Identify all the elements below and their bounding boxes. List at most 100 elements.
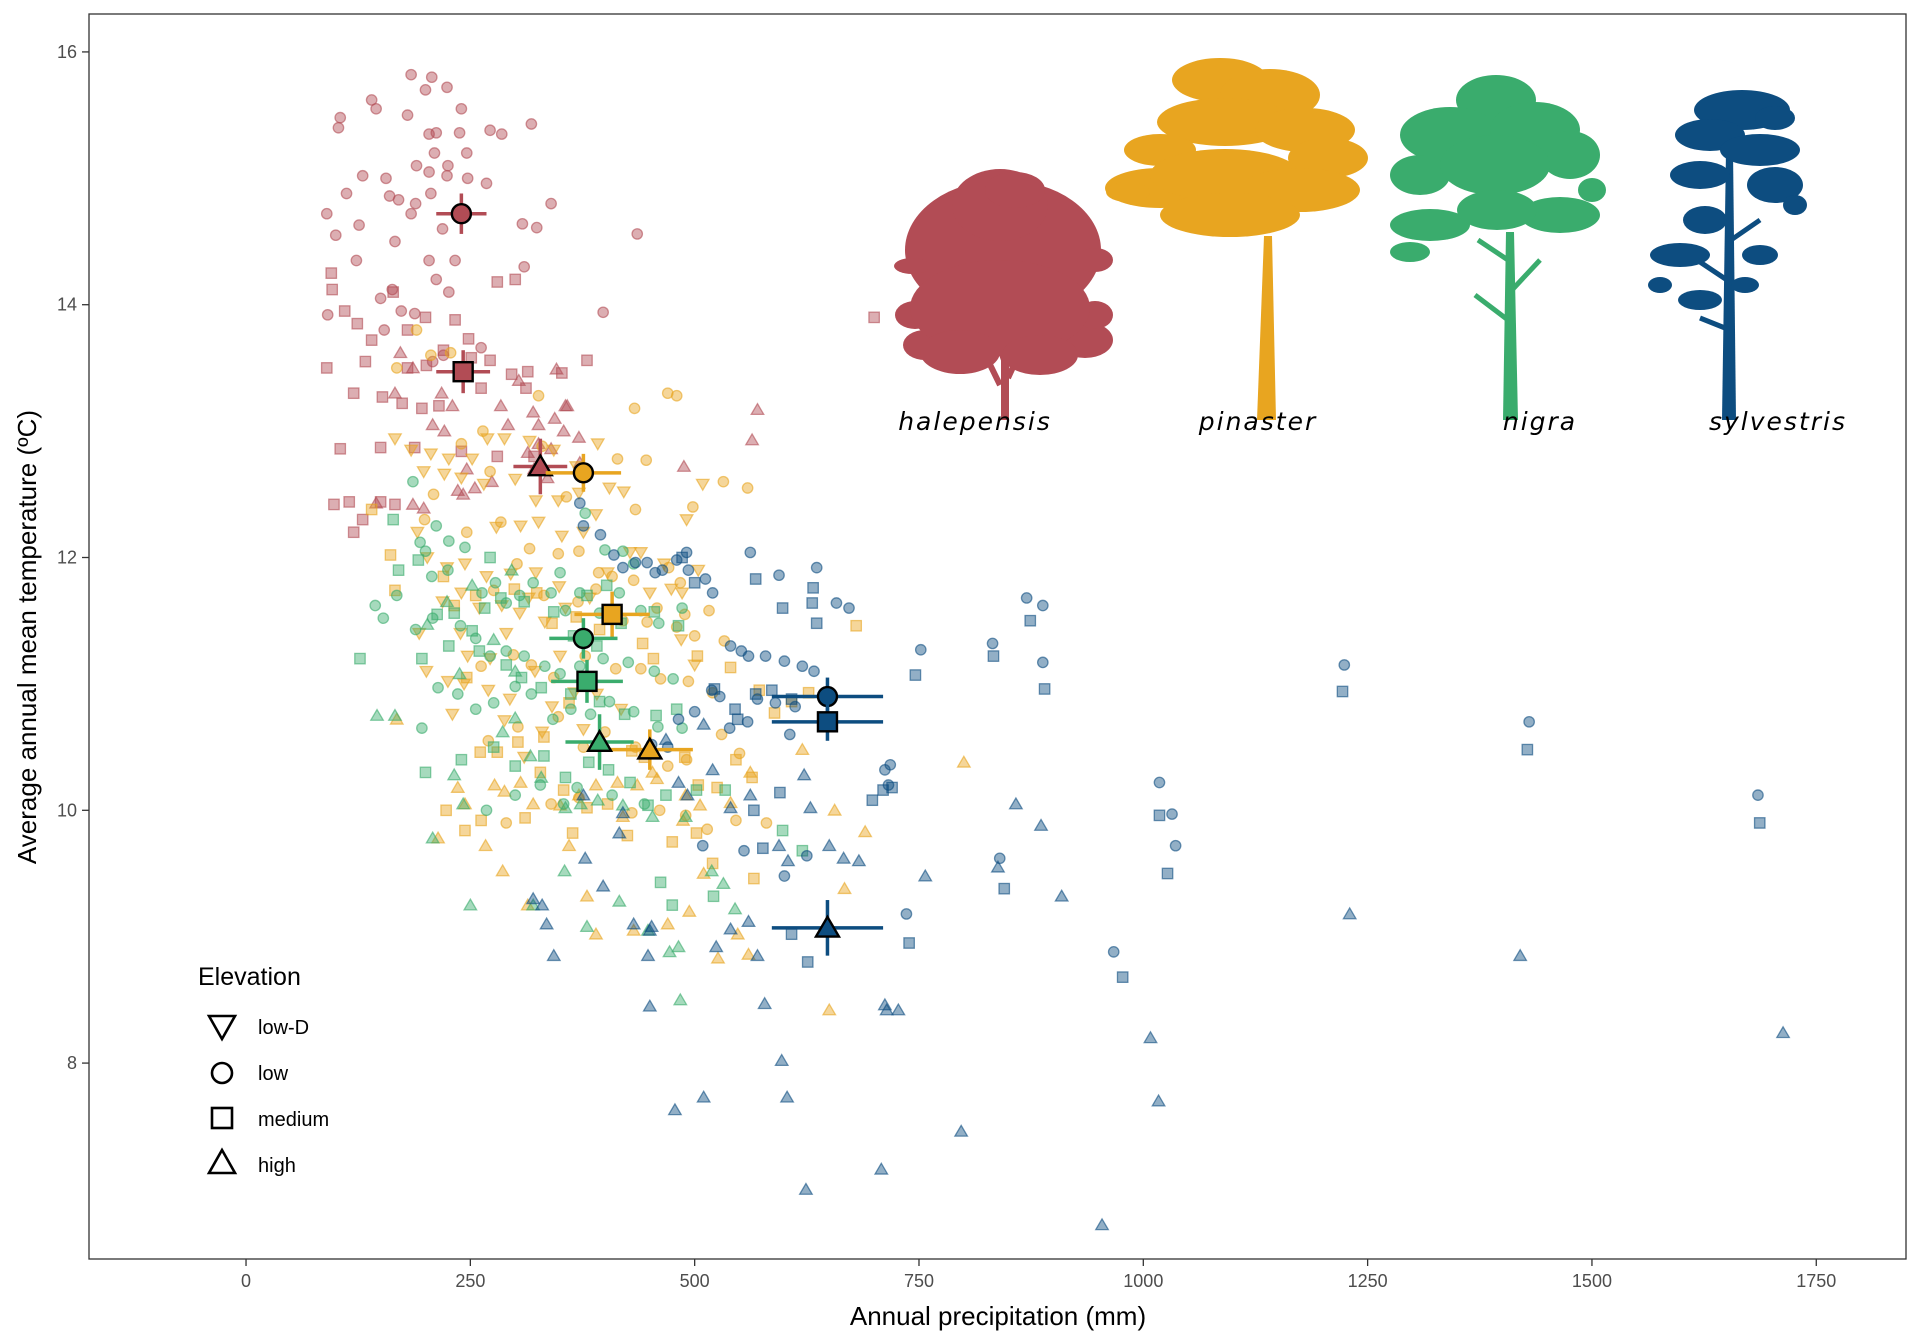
data-point-nigra-low	[571, 781, 583, 794]
data-point-halepensis-low	[320, 207, 333, 220]
data-point-halepensis-high	[543, 441, 559, 455]
data-point-nigra-high	[533, 770, 549, 783]
data-point-halepensis-medium	[343, 496, 356, 508]
data-point-sylvestris-low	[1338, 659, 1351, 671]
data-point-halepensis-high	[368, 495, 384, 509]
data-point-halepensis-low	[408, 307, 421, 320]
data-point-nigra-high	[557, 863, 572, 877]
data-point-pinaster-high	[660, 916, 676, 930]
data-point-pinaster-high	[495, 863, 511, 877]
data-point-pinaster-low	[654, 672, 667, 685]
data-point-nigra-low	[416, 722, 428, 734]
data-point-nigra-medium	[642, 799, 654, 812]
x-tick-label: 1750	[1796, 1271, 1836, 1291]
data-point-halepensis-low	[410, 159, 423, 172]
data-point-pinaster-low	[641, 616, 653, 628]
data-point-nigra-low	[538, 660, 551, 673]
data-point-pinaster-lowD	[444, 708, 460, 722]
data-point-nigra-high	[590, 792, 606, 806]
data-point-nigra-medium	[495, 592, 507, 604]
data-point-pinaster-lowD	[512, 607, 528, 621]
data-point-pinaster-lowD	[673, 634, 689, 647]
data-point-sylvestris-high	[990, 859, 1006, 873]
data-point-sylvestris-high	[798, 1182, 814, 1195]
data-point-pinaster-high	[513, 775, 529, 788]
data-point-pinaster-low	[717, 475, 730, 488]
data-point-halepensis-low	[516, 217, 529, 230]
data-point-pinaster-medium	[690, 827, 703, 839]
data-point-nigra-medium	[776, 824, 789, 837]
data-point-sylvestris-medium	[731, 713, 744, 726]
data-point-halepensis-low	[631, 228, 644, 240]
data-point-pinaster-high	[525, 796, 541, 810]
data-point-pinaster-medium	[691, 650, 704, 662]
data-point-nigra-medium	[535, 681, 548, 694]
data-point-nigra-high	[504, 562, 520, 576]
data-point-pinaster-medium	[748, 872, 760, 885]
data-point-sylvestris-medium	[749, 688, 762, 700]
data-point-halepensis-medium	[387, 286, 400, 298]
data-point-pinaster-low	[552, 547, 565, 560]
data-point-halepensis-medium	[433, 399, 445, 412]
data-point-halepensis-low	[480, 177, 493, 190]
data-point-halepensis-medium	[475, 382, 487, 394]
data-point-pinaster-medium	[440, 804, 452, 817]
data-point-sylvestris-medium	[886, 781, 898, 794]
data-point-halepensis-low	[374, 292, 387, 305]
data-point-halepensis-low	[430, 126, 443, 139]
data-point-pinaster-low	[703, 604, 715, 617]
data-point-nigra-medium	[707, 890, 720, 903]
data-point-nigra-high	[611, 894, 627, 907]
data-point-pinaster-high	[645, 765, 660, 778]
data-point-pinaster-low	[592, 566, 605, 579]
data-point-sylvestris-high	[757, 996, 773, 1010]
data-point-sylvestris-medium	[676, 551, 688, 564]
data-point-nigra-low	[476, 587, 488, 599]
data-point-sylvestris-low	[884, 758, 897, 771]
data-point-nigra-low	[509, 680, 522, 693]
data-point-pinaster-low	[682, 675, 695, 688]
data-point-nigra-low	[648, 665, 661, 678]
data-point-sylvestris-high	[626, 916, 642, 930]
data-point-nigra-low	[627, 705, 640, 718]
raw-points-layer	[320, 68, 1791, 1231]
data-point-halepensis-low	[449, 254, 461, 267]
data-point-pinaster-lowD	[695, 478, 711, 492]
data-point-halepensis-high	[387, 385, 403, 399]
y-axis-title: Average annual mean temperature (ºC)	[12, 410, 42, 864]
data-point-nigra-low	[432, 681, 444, 694]
data-point-pinaster-medium	[460, 671, 473, 684]
data-point-nigra-low	[652, 721, 664, 733]
data-point-halepensis-medium	[491, 276, 504, 288]
data-point-halepensis-high	[392, 345, 408, 359]
data-point-pinaster-low	[741, 482, 754, 494]
data-point-sylvestris-high	[879, 1002, 895, 1016]
data-point-halepensis-high	[571, 430, 587, 443]
data-point-sylvestris-low	[656, 564, 669, 576]
data-point-sylvestris-medium	[1336, 685, 1349, 698]
data-point-pinaster-low	[477, 425, 489, 437]
data-point-pinaster-lowD	[575, 723, 591, 737]
data-point-sylvestris-high	[546, 948, 562, 962]
data-point-halepensis-high	[450, 483, 466, 496]
data-point-sylvestris-high	[1054, 888, 1070, 902]
data-point-sylvestris-high	[534, 897, 550, 911]
data-point-nigra-high	[486, 632, 502, 646]
data-point-pinaster-lowD	[690, 564, 706, 578]
data-point-nigra-low	[369, 599, 382, 612]
data-point-halepensis-high	[405, 497, 421, 510]
data-point-pinaster-lowD	[482, 653, 498, 666]
data-point-halepensis-low	[428, 147, 441, 159]
data-point-pinaster-high	[487, 777, 502, 791]
nigra-tree-icon	[1390, 75, 1606, 420]
mean-marker-halepensis-high	[526, 453, 554, 477]
data-point-sylvestris-low	[577, 520, 590, 532]
data-point-pinaster-low	[532, 389, 545, 402]
data-point-nigra-medium	[419, 766, 432, 779]
data-point-pinaster-medium	[384, 549, 397, 561]
data-point-nigra-low	[599, 544, 611, 556]
y-tick-label: 12	[57, 548, 77, 568]
data-point-halepensis-medium	[356, 513, 369, 526]
data-point-sylvestris-high	[774, 1053, 790, 1066]
data-point-pinaster-lowD	[642, 587, 658, 601]
